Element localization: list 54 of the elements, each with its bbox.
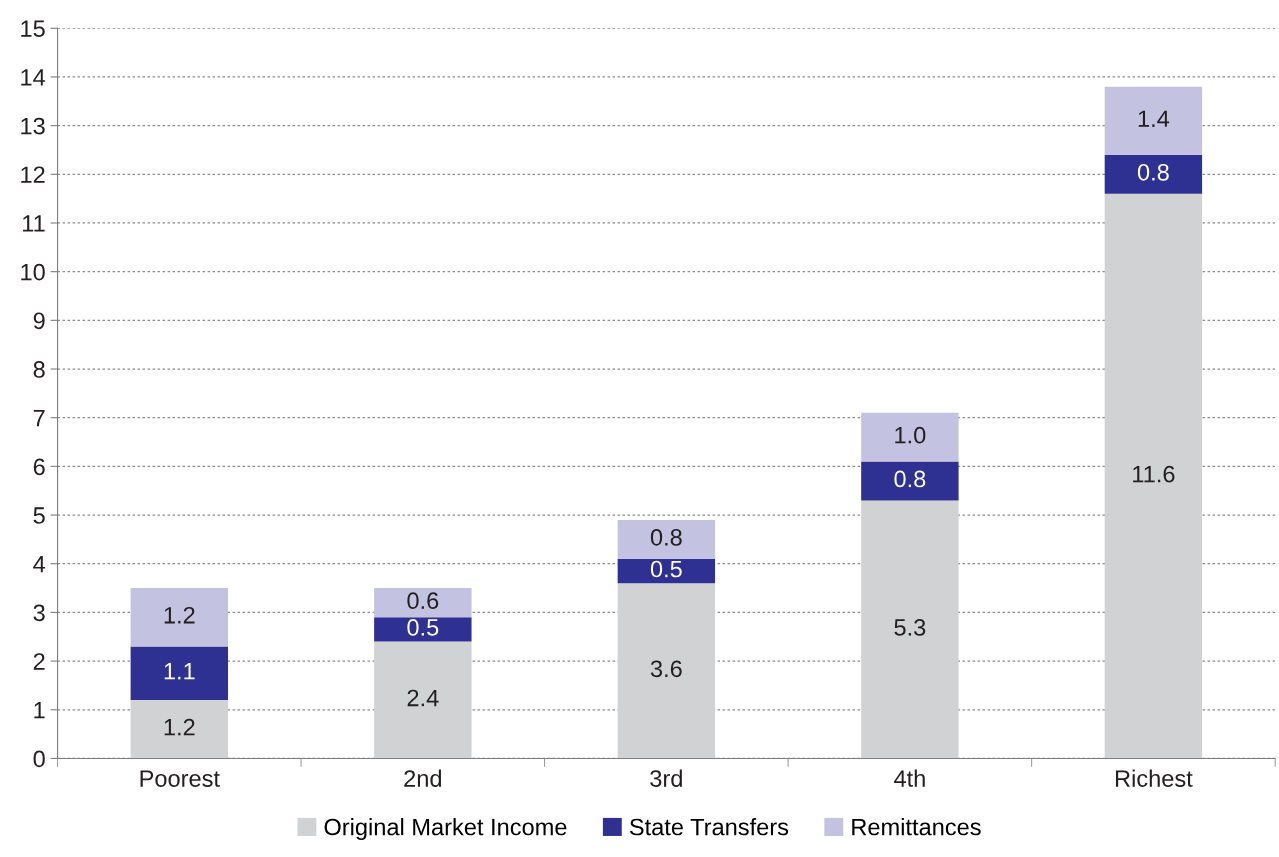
data-label: 1.2 [164, 606, 195, 624]
y-tick-label: 14 [21, 69, 46, 86]
y-tick-label: 15 [21, 20, 45, 38]
x-tick-label: Poorest [140, 770, 220, 787]
data-label: 0.5 [650, 560, 682, 578]
bar [617, 583, 716, 759]
y-tick-label: 11 [23, 215, 45, 232]
y-tick-label: 6 [33, 458, 45, 476]
legend-label: State Transfers [629, 818, 789, 836]
data-label: 3.6 [650, 660, 682, 678]
bar [374, 641, 472, 759]
bar [617, 558, 716, 584]
bar [130, 700, 229, 759]
bar [130, 646, 229, 701]
bar [617, 519, 716, 559]
y-tick-label: 8 [33, 361, 45, 378]
legend-label: Original Market Income [324, 818, 567, 841]
bar [1104, 154, 1203, 194]
bar [1104, 86, 1203, 155]
x-tick-label: Richest [1115, 769, 1193, 787]
data-label: 1.1 [164, 663, 195, 680]
bar [1104, 193, 1203, 759]
bar [861, 461, 959, 501]
data-label: 1.2 [164, 718, 195, 736]
bar [861, 412, 959, 462]
y-tick-label: 10 [21, 263, 45, 281]
data-label: 0.8 [894, 470, 926, 488]
legend-label: Remittances [852, 818, 981, 836]
data-label: 0.8 [1137, 163, 1169, 181]
y-tick-label: 12 [21, 166, 45, 183]
data-label: 1.0 [895, 426, 926, 444]
y-tick-label: 2 [33, 653, 45, 670]
y-tick-label: 9 [33, 312, 45, 330]
y-tick-label: 13 [21, 117, 45, 135]
data-label: 0.6 [407, 592, 439, 610]
y-tick-label: 4 [33, 556, 46, 573]
bar [374, 588, 472, 618]
x-tick-label: 3rd [650, 769, 682, 787]
bar [374, 617, 472, 642]
y-tick-label: 5 [33, 507, 45, 524]
bar [130, 588, 229, 647]
y-tick-label: 1 [34, 702, 45, 719]
data-label: 2.4 [407, 689, 439, 707]
data-label: 0.8 [650, 529, 682, 546]
data-label: 5.3 [894, 619, 926, 636]
bar [861, 500, 959, 759]
y-tick-label: 7 [33, 410, 45, 427]
y-tick-label: 3 [33, 604, 45, 622]
y-tick-label: 0 [33, 750, 45, 768]
data-label: 11.6 [1133, 465, 1175, 483]
data-label: 0.5 [407, 619, 439, 636]
data-label: 1.4 [1138, 110, 1170, 127]
x-tick-label: 4th [894, 769, 925, 787]
x-tick-label: 2nd [404, 769, 442, 787]
